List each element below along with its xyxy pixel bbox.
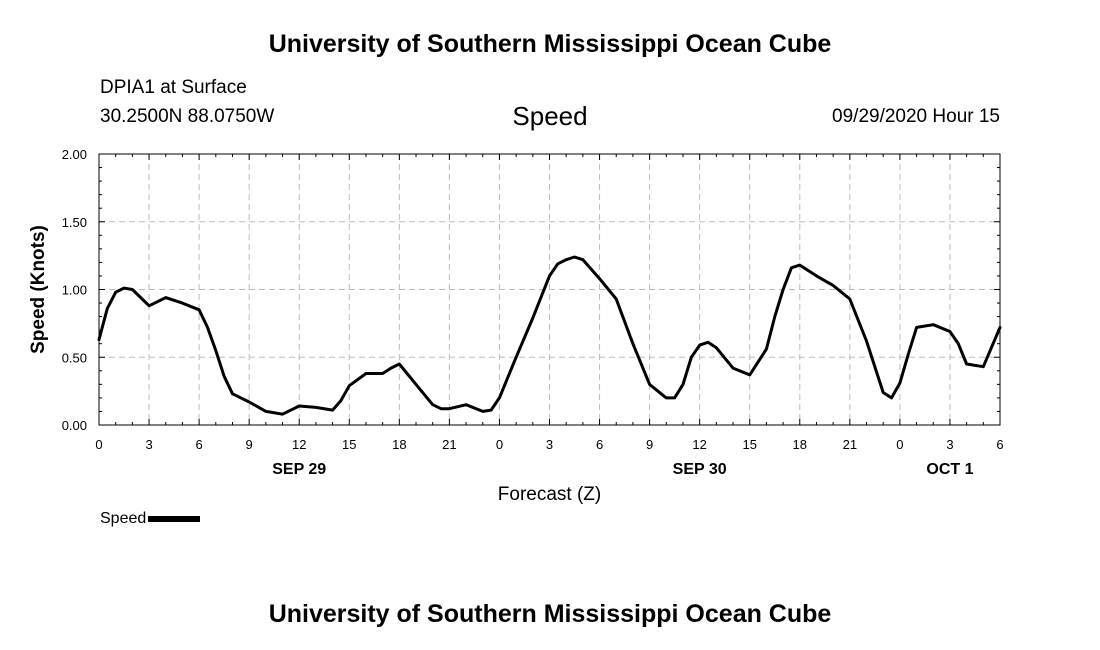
- page-title: University of Southern Mississippi Ocean…: [268, 30, 832, 58]
- date-label: SEP 29: [272, 461, 326, 478]
- axis-labels: 0 3 6 9 12 15 18 21 0 3 6 9 12 15 18 21 0 3 6 0.00 0.50 1.00 1…: [62, 147, 1004, 478]
- x-tick-label: 0: [496, 437, 503, 452]
- x-tick-label: 6: [195, 437, 202, 452]
- x-tick-label: 3: [546, 437, 553, 452]
- x-tick-label: 18: [392, 437, 406, 452]
- x-tick-label: 9: [246, 437, 253, 452]
- x-tick-label: 6: [996, 437, 1003, 452]
- x-tick-label: 0: [95, 437, 102, 452]
- x-tick-label: 6: [596, 437, 603, 452]
- x-tick-label: 21: [843, 437, 857, 452]
- grid-lines: [99, 154, 1000, 425]
- coordinates-label: 30.2500N 88.0750W: [100, 106, 275, 127]
- legend: Speed: [100, 510, 201, 528]
- x-tick-label: 18: [793, 437, 807, 452]
- y-tick-label: 1.00: [62, 283, 87, 298]
- run-time-label: 09/29/2020 Hour 15: [832, 106, 1000, 127]
- x-axis-title: Forecast (Z): [498, 484, 601, 505]
- x-tick-label: 3: [145, 437, 152, 452]
- x-tick-label: 0: [896, 437, 903, 452]
- y-tick-label: 0.50: [62, 350, 87, 365]
- station-label: DPIA1 at Surface: [100, 77, 247, 98]
- x-tick-label: 12: [292, 437, 306, 452]
- y-axis-title: Speed (Knots): [28, 225, 49, 354]
- date-label: SEP 30: [673, 461, 727, 478]
- legend-label: Speed: [100, 510, 147, 527]
- legend-line-swatch: [148, 515, 201, 522]
- x-tick-label: 15: [342, 437, 356, 452]
- x-tick-label: 12: [692, 437, 706, 452]
- axis-ticks: [98, 153, 1001, 426]
- y-tick-label: 0.00: [62, 418, 87, 433]
- chart-title: Speed: [512, 101, 588, 131]
- x-tick-label: 3: [946, 437, 953, 452]
- speed-series-line: [97, 255, 1002, 416]
- footer-title: University of Southern Mississippi Ocean…: [268, 600, 832, 628]
- x-tick-label: 21: [442, 437, 456, 452]
- y-tick-label: 2.00: [62, 147, 87, 162]
- x-tick-label: 15: [742, 437, 756, 452]
- x-tick-label: 9: [646, 437, 653, 452]
- y-tick-label: 1.50: [62, 215, 87, 230]
- date-label: OCT 1: [926, 461, 973, 478]
